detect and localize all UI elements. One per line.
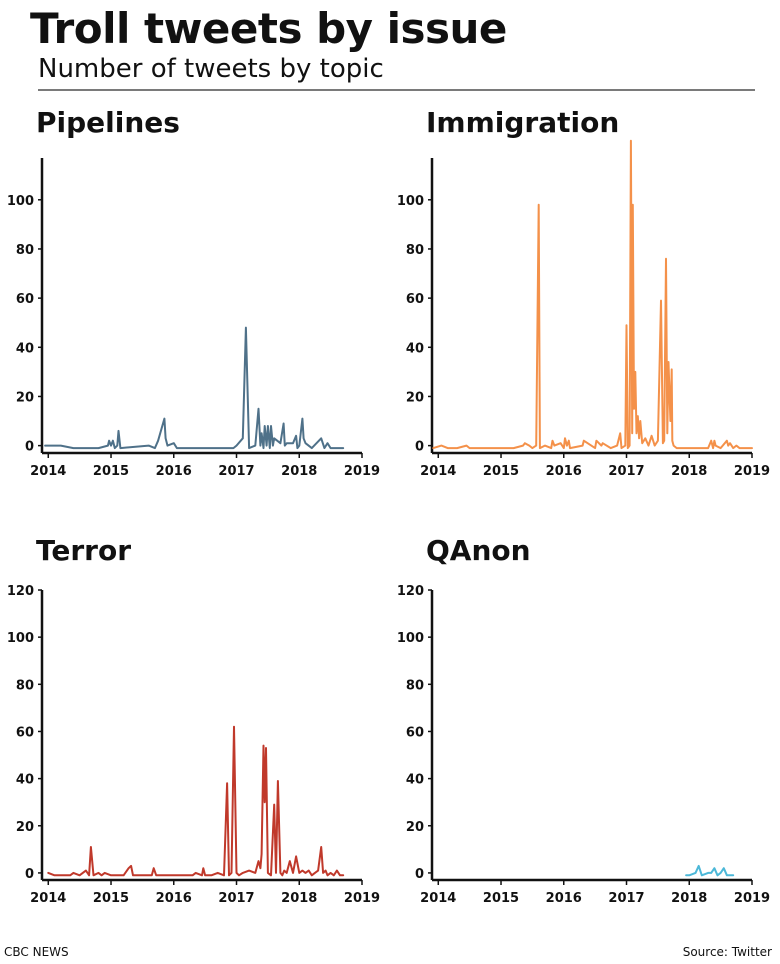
terror-x-tick-label: 2017 <box>218 891 254 906</box>
pipelines-y-tick-label: 0 <box>25 440 34 455</box>
qanon-y-tick-label: 100 <box>397 631 424 646</box>
pipelines-y-tick-label: 80 <box>16 243 34 258</box>
pipelines-y-tick-label: 20 <box>16 390 34 405</box>
immigration-x-tick-label: 2016 <box>546 464 582 479</box>
terror-y-tick-label: 100 <box>7 631 34 646</box>
panel-pipelines: Pipelines 0 20 40 60 80 100 2014 2015 2016 2017 20… <box>0 106 380 506</box>
immigration-x-tick-label: 2014 <box>420 464 456 479</box>
immigration-y-tick-label: 40 <box>406 341 424 356</box>
pipelines-x-tick-label: 2015 <box>93 464 129 479</box>
pipelines-y-tick-label: 60 <box>16 292 34 307</box>
qanon-x-tick-label: 2018 <box>671 891 707 906</box>
pipelines-y-tick-label: 100 <box>7 194 34 209</box>
terror-y-tick-label: 0 <box>25 867 34 882</box>
pipelines-y-tick-label: 40 <box>16 341 34 356</box>
qanon-y-tick-label: 20 <box>406 820 424 835</box>
terror-y-tick-label: 80 <box>16 678 34 693</box>
pipelines-x-tick-label: 2014 <box>30 464 66 479</box>
immigration-y-tick-label: 100 <box>397 194 424 209</box>
terror-y-tick-label: 20 <box>16 820 34 835</box>
credit-label: CBC NEWS <box>4 945 69 959</box>
panel-title-qanon: QAnon <box>426 534 531 567</box>
terror-x-tick-label: 2016 <box>156 891 192 906</box>
title-divider <box>38 89 755 91</box>
qanon-y-tick-label: 80 <box>406 678 424 693</box>
terror-chart: 0 20 40 60 80 100 120 2014 2015 2016 2017 2018 2019 <box>7 584 380 906</box>
pipelines-x-tick-label: 2017 <box>218 464 254 479</box>
qanon-x-tick-label: 2017 <box>608 891 644 906</box>
immigration-y-tick-label: 60 <box>406 292 424 307</box>
terror-x-tick-label: 2014 <box>30 891 66 906</box>
chart-subtitle: Number of tweets by topic <box>38 54 384 84</box>
pipelines-series-line <box>44 326 345 450</box>
terror-series-line <box>47 725 345 877</box>
panel-immigration: Immigration 0 20 40 60 80 100 2014 2015 2016 2017… <box>390 106 770 506</box>
pipelines-x-tick-label: 2018 <box>281 464 317 479</box>
immigration-chart: 0 20 40 60 80 100 2014 2015 2016 2017 2018 2019 <box>397 139 770 479</box>
qanon-x-tick-label: 2016 <box>546 891 582 906</box>
terror-y-tick-label: 60 <box>16 725 34 740</box>
immigration-x-tick-label: 2018 <box>671 464 707 479</box>
qanon-x-tick-label: 2019 <box>734 891 770 906</box>
pipelines-x-tick-label: 2019 <box>344 464 380 479</box>
qanon-y-tick-label: 60 <box>406 725 424 740</box>
panel-terror: Terror 0 20 40 60 80 100 120 2014 2015 2016 2017 20… <box>0 534 380 934</box>
qanon-y-tick-label: 120 <box>397 584 424 599</box>
immigration-y-tick-label: 0 <box>415 440 424 455</box>
immigration-x-tick-label: 2019 <box>734 464 770 479</box>
panel-title-pipelines: Pipelines <box>36 106 180 139</box>
chart-title: Troll tweets by issue <box>30 4 507 53</box>
immigration-x-tick-label: 2015 <box>483 464 519 479</box>
immigration-series-line <box>432 139 753 450</box>
pipelines-x-tick-label: 2016 <box>156 464 192 479</box>
qanon-y-tick-label: 0 <box>415 867 424 882</box>
immigration-y-tick-label: 20 <box>406 390 424 405</box>
immigration-x-tick-label: 2017 <box>608 464 644 479</box>
terror-y-tick-label: 40 <box>16 773 34 788</box>
terror-x-tick-label: 2019 <box>344 891 380 906</box>
panel-title-terror: Terror <box>36 534 132 567</box>
immigration-y-tick-label: 80 <box>406 243 424 258</box>
qanon-series-line <box>685 864 735 877</box>
source-label: Source: Twitter <box>682 945 772 959</box>
pipelines-chart: 0 20 40 60 80 100 2014 2015 2016 2017 2018 2019 <box>7 158 380 479</box>
qanon-chart: 0 20 40 60 80 100 120 2014 2015 2016 2017 2018 2019 <box>397 584 770 906</box>
terror-y-tick-label: 120 <box>7 584 34 599</box>
qanon-x-tick-label: 2014 <box>420 891 456 906</box>
qanon-y-tick-label: 40 <box>406 773 424 788</box>
terror-x-tick-label: 2015 <box>93 891 129 906</box>
qanon-x-tick-label: 2015 <box>483 891 519 906</box>
panel-title-immigration: Immigration <box>426 106 620 139</box>
panel-qanon: QAnon 0 20 40 60 80 100 120 2014 2015 2016 2017 201… <box>390 534 770 934</box>
terror-x-tick-label: 2018 <box>281 891 317 906</box>
